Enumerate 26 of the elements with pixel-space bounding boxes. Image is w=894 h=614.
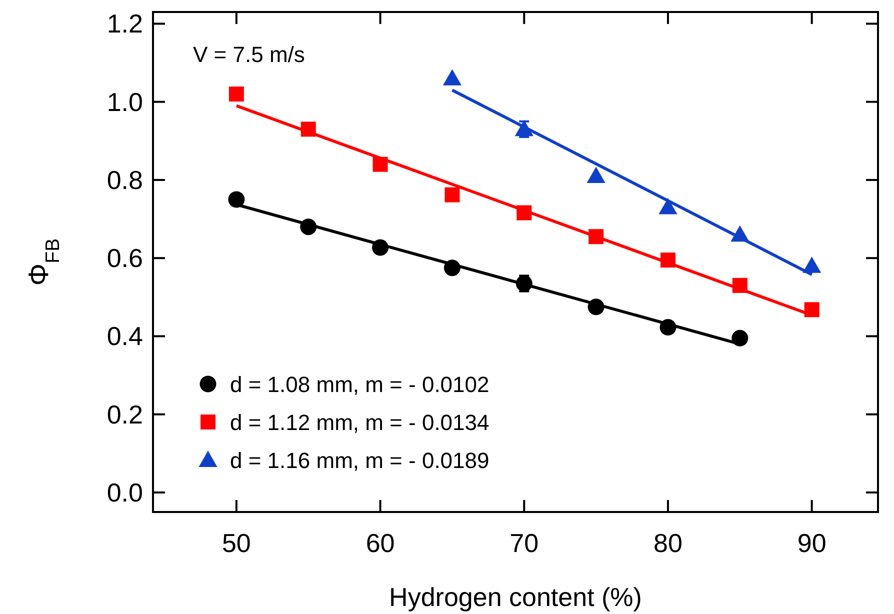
x-tick-label: 90 — [797, 528, 826, 558]
point — [804, 302, 820, 318]
point — [732, 330, 748, 346]
x-axis-title: Hydrogen content (%) — [389, 582, 642, 612]
y-tick-label: 0.6 — [106, 243, 143, 274]
point — [228, 86, 244, 102]
legend-label: d = 1.08 mm, m = - 0.0102 — [230, 372, 490, 397]
point — [444, 187, 460, 202]
annotation: V = 7.5 m/s — [193, 42, 305, 67]
legend-label: d = 1.12 mm, m = - 0.0134 — [230, 410, 490, 435]
y-tick-label: 0.4 — [106, 321, 143, 352]
y-tick-label: 0.8 — [106, 164, 143, 195]
y-tick-label: 0.0 — [106, 477, 143, 508]
point — [586, 166, 606, 184]
x-tick-label: 60 — [366, 528, 395, 558]
point — [228, 191, 245, 208]
x-tick-label: 50 — [222, 528, 251, 558]
point — [658, 198, 678, 214]
x-tick-label: 80 — [654, 528, 682, 558]
y-tick-label: 0.2 — [106, 399, 143, 430]
x-tick-label: 70 — [510, 528, 539, 558]
y-tick-label: 1.2 — [106, 8, 143, 39]
point — [802, 256, 822, 273]
y-tick-label: 1.0 — [106, 86, 143, 117]
legend-label: d = 1.16 mm, m = - 0.0189 — [230, 448, 490, 473]
point — [442, 69, 462, 86]
